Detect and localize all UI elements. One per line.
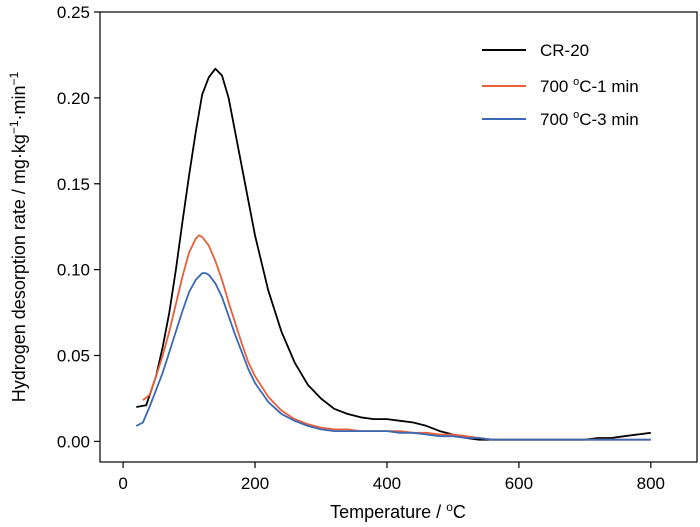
- series-line-0: [136, 67, 651, 441]
- y-tick-label: 0.15: [57, 175, 90, 194]
- plot-frame: [99, 11, 698, 463]
- legend-label: CR-20: [540, 41, 589, 60]
- x-tick-label: 600: [505, 474, 533, 493]
- y-axis-ticks: 0.00 0.05 0.10 0.15 0.20 0.25: [57, 3, 100, 451]
- y-tick-label: 0.10: [57, 261, 90, 280]
- legend-label: 700 oC-3 min: [540, 109, 639, 129]
- x-tick-label: 400: [373, 474, 401, 493]
- legend-label: 700 oC-1 min: [540, 76, 639, 96]
- series-line-1: [142, 234, 651, 441]
- x-tick-label: 200: [241, 474, 269, 493]
- legend-item-700c-3min: 700 oC-3 min: [482, 109, 639, 129]
- y-axis-label: Hydrogen desorption rate / mg·kg−1·min−1: [7, 71, 29, 402]
- y-tick-label: 0.05: [57, 347, 90, 366]
- x-tick-label: 800: [637, 474, 665, 493]
- y-tick-label: 0.25: [57, 3, 90, 22]
- x-axis-label: Temperature / oC: [330, 500, 466, 522]
- plot-area: 0 200 400 600 800 0.00 0.05 0.10 0.15 0.20 0.25: [57, 3, 698, 493]
- legend: CR-20 700 oC-1 min 700 oC-3 min: [482, 41, 639, 129]
- y-tick-label: 0.20: [57, 89, 90, 108]
- x-axis-ticks: 0 200 400 600 800: [118, 462, 665, 493]
- series-line-2: [135, 272, 651, 441]
- legend-item-700c-1min: 700 oC-1 min: [482, 76, 639, 96]
- legend-item-cr-20: CR-20: [482, 41, 589, 60]
- series-layer: [135, 67, 651, 441]
- y-tick-label: 0.00: [57, 432, 90, 451]
- x-tick-label: 0: [118, 474, 127, 493]
